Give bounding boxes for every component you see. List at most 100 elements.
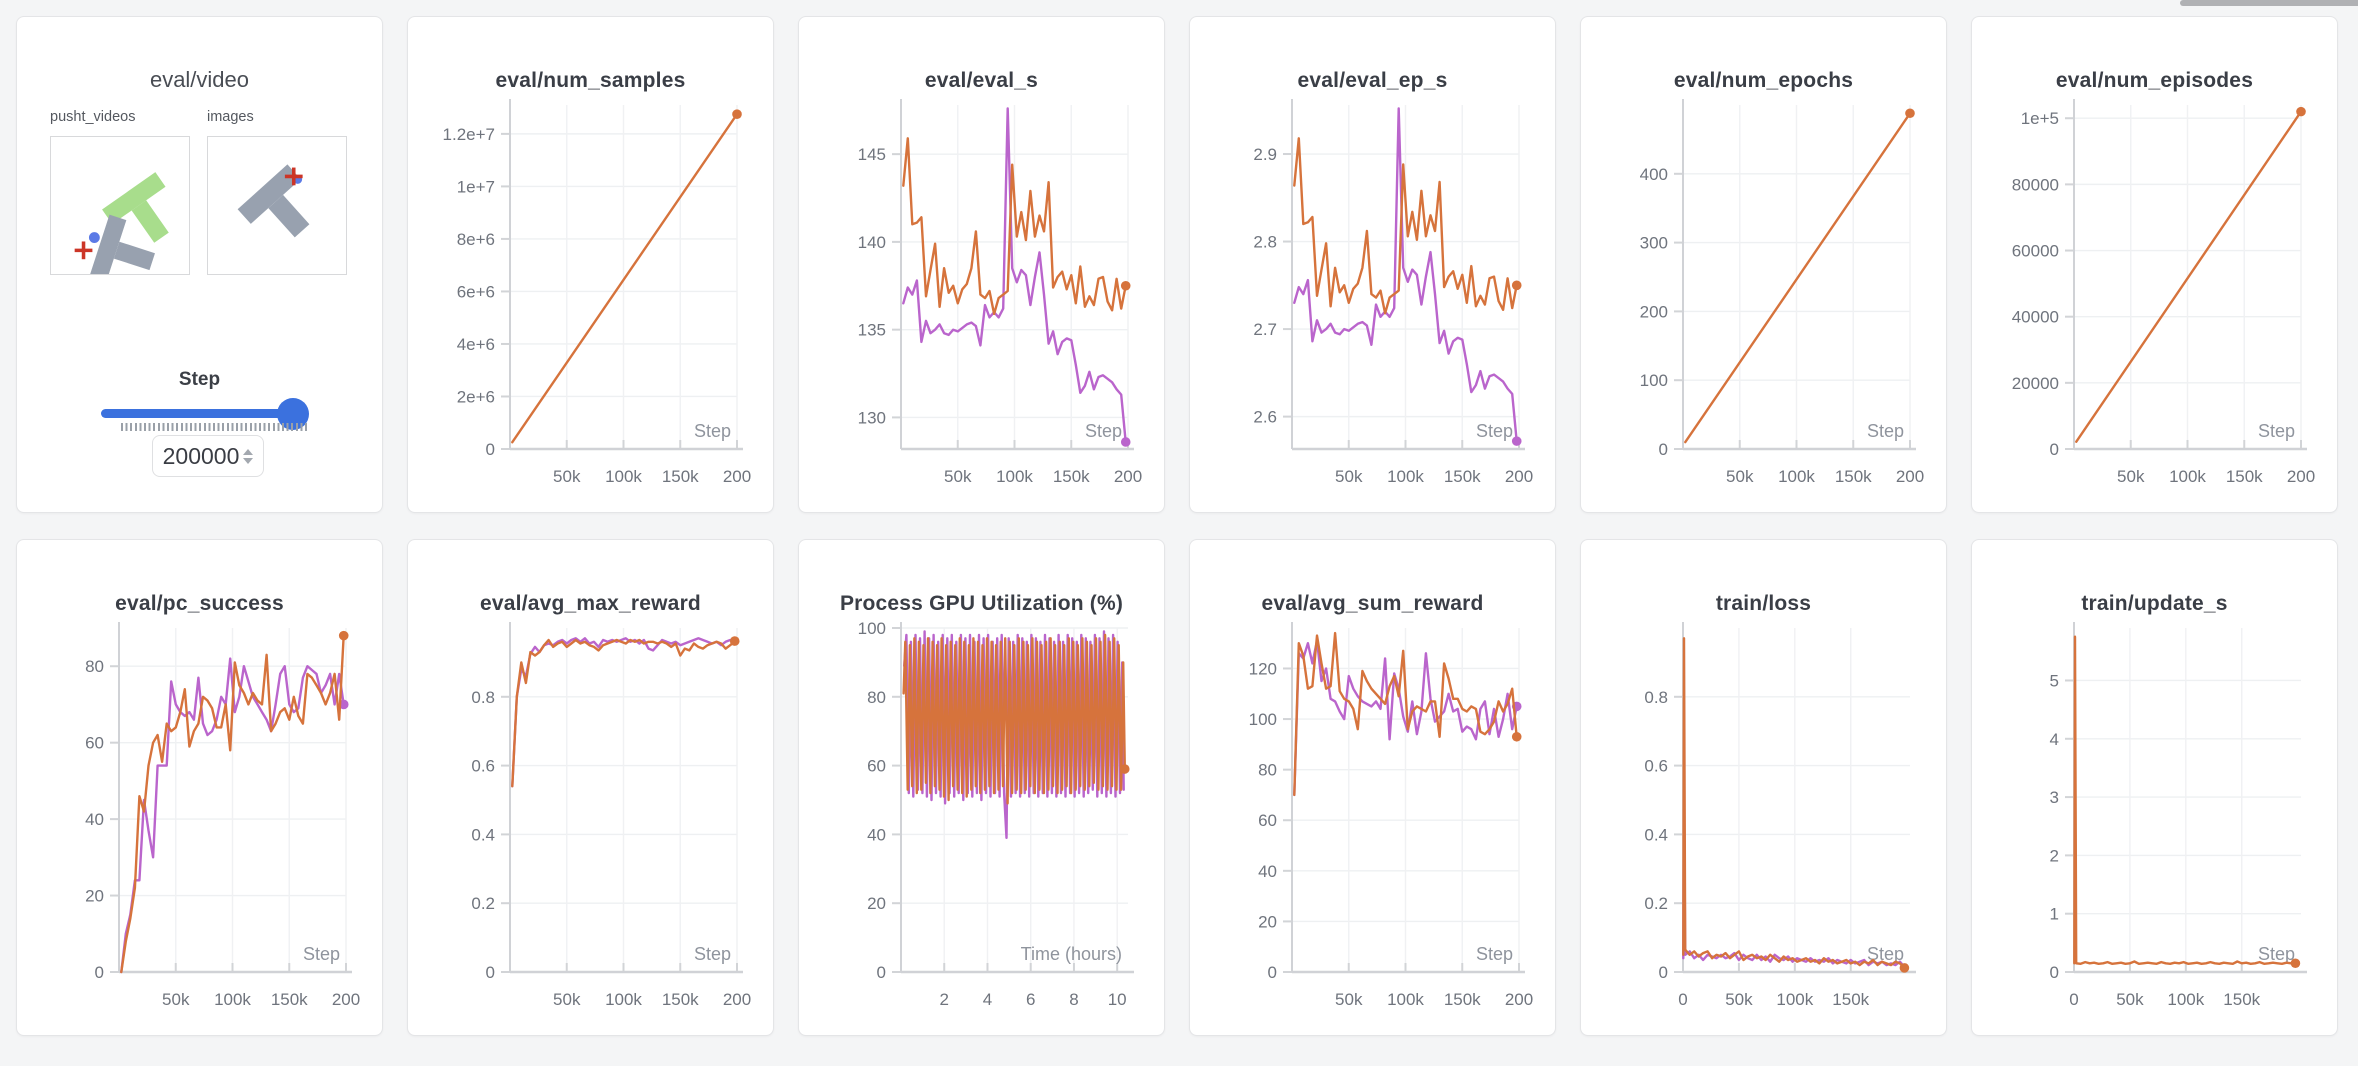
svg-text:8e+6: 8e+6 — [457, 230, 495, 249]
svg-text:4e+6: 4e+6 — [457, 335, 495, 354]
svg-text:4: 4 — [2050, 730, 2059, 749]
chart-plot[interactable]: 0 20 40 60 80 100 120 50k 100k 150k 200 Step — [1190, 540, 1557, 1035]
svg-text:100k: 100k — [2169, 467, 2206, 486]
chart-panel-eval-num-samples: eval/num_samples 0 2e+6 4e+6 6e+6 8e+6 1e+7 1.… — [407, 16, 774, 513]
chart-plot[interactable]: 0 0.2 0.4 0.6 0.8 0 50k 100k 150k Step — [1581, 540, 1948, 1035]
svg-text:50k: 50k — [1725, 990, 1753, 1009]
panel-title: eval/video — [149, 67, 250, 92]
x-axis-label: Step — [303, 944, 340, 964]
svg-text:50k: 50k — [944, 467, 972, 486]
x-axis-label: Step — [1867, 944, 1904, 964]
chart-plot[interactable]: 2.6 2.7 2.8 2.9 50k 100k 150k 200 Step — [1190, 17, 1557, 512]
svg-text:20: 20 — [1258, 912, 1277, 931]
svg-text:50k: 50k — [1335, 467, 1363, 486]
chart-plot[interactable]: 0 2e+6 4e+6 6e+6 8e+6 1e+7 1.2e+7 50k 100k 150k 20… — [408, 17, 775, 512]
svg-text:0.2: 0.2 — [471, 894, 495, 913]
svg-text:20: 20 — [867, 894, 886, 913]
stepper-arrows-icon[interactable] — [243, 448, 254, 464]
media-label-pusht-videos: pusht_videos — [50, 109, 136, 125]
svg-text:4: 4 — [983, 990, 992, 1009]
chart-title: train/loss — [1715, 592, 1812, 615]
x-axis-label: Step — [1085, 421, 1122, 441]
svg-text:150k: 150k — [271, 990, 308, 1009]
svg-text:80: 80 — [1258, 761, 1277, 780]
chart-panel-train-update-s: train/update_s 0 1 2 3 4 5 0 50k 100k 150k Step — [1971, 539, 2338, 1036]
image-thumbnail-pusht[interactable] — [207, 136, 347, 275]
chart-panel-eval-avg-max-reward: eval/avg_max_reward 0 0.2 0.4 0.6 0.8 50k 100k… — [407, 539, 774, 1036]
svg-text:2.9: 2.9 — [1253, 145, 1277, 164]
chart-plot[interactable]: 0 100 200 300 400 50k 100k 150k 200 Step — [1581, 17, 1948, 512]
svg-text:145: 145 — [858, 145, 886, 164]
chart-plot[interactable]: 0 1 2 3 4 5 0 50k 100k 150k Step — [1972, 540, 2339, 1035]
x-axis-label: Step — [1476, 421, 1513, 441]
svg-text:100k: 100k — [605, 990, 642, 1009]
svg-text:0: 0 — [2050, 963, 2059, 982]
step-value: 200000 — [162, 442, 240, 469]
svg-text:0: 0 — [2050, 440, 2059, 459]
svg-text:200: 200 — [332, 990, 360, 1009]
step-slider-ruler — [121, 423, 309, 431]
svg-text:300: 300 — [1640, 234, 1668, 253]
svg-text:0.6: 0.6 — [1644, 757, 1668, 776]
pusht-scene-image-icon — [237, 164, 310, 238]
panel-grid: eval/video pusht_videos images — [16, 16, 2338, 1036]
chart-plot[interactable]: 130 135 140 145 50k 100k 150k 200 Step — [799, 17, 1166, 512]
svg-text:100k: 100k — [1387, 467, 1424, 486]
chart-plot[interactable]: 0 20 40 60 80 50k 100k 150k 200 Step — [17, 540, 384, 1035]
svg-text:0: 0 — [2069, 990, 2078, 1009]
chart-title: eval/num_epochs — [1673, 69, 1854, 92]
svg-text:1: 1 — [2050, 905, 2059, 924]
svg-text:100k: 100k — [2167, 990, 2204, 1009]
svg-text:150k: 150k — [1835, 467, 1872, 486]
chart-plot[interactable]: 0 20000 40000 60000 80000 1e+5 50k 100k 150k 200 S… — [1972, 17, 2339, 512]
svg-text:8: 8 — [1069, 990, 1078, 1009]
svg-text:150k: 150k — [2223, 990, 2260, 1009]
svg-text:0.8: 0.8 — [1644, 688, 1668, 707]
svg-text:200: 200 — [1505, 990, 1533, 1009]
svg-text:0: 0 — [95, 963, 104, 982]
svg-text:100: 100 — [1640, 371, 1668, 390]
svg-text:60: 60 — [867, 757, 886, 776]
chart-plot[interactable]: 0 0.2 0.4 0.6 0.8 50k 100k 150k 200 Step — [408, 540, 775, 1035]
step-slider-label: Step — [178, 369, 221, 390]
chart-title: train/update_s — [2081, 592, 2228, 615]
svg-text:2: 2 — [940, 990, 949, 1009]
svg-text:80: 80 — [867, 688, 886, 707]
chart-panel-eval-avg-sum-reward: eval/avg_sum_reward 0 20 40 60 80 100 120 50k 10… — [1189, 539, 1556, 1036]
chart-title: eval/eval_s — [924, 69, 1039, 92]
svg-text:1e+7: 1e+7 — [457, 177, 495, 196]
chart-plot[interactable]: 0 20 40 60 80 100 2 4 6 8 10 Time (hours) — [799, 540, 1166, 1035]
svg-text:6: 6 — [1026, 990, 1035, 1009]
x-axis-label: Step — [1867, 421, 1904, 441]
svg-text:0.6: 0.6 — [471, 757, 495, 776]
video-thumbnail-pusht[interactable] — [50, 136, 190, 281]
svg-text:200: 200 — [2287, 467, 2315, 486]
chart-title: eval/eval_ep_s — [1297, 69, 1448, 92]
svg-text:120: 120 — [1249, 659, 1277, 678]
svg-text:400: 400 — [1640, 165, 1668, 184]
svg-text:80: 80 — [85, 657, 104, 676]
svg-text:0.4: 0.4 — [471, 825, 495, 844]
step-slider[interactable] — [101, 397, 309, 430]
svg-text:150k: 150k — [2226, 467, 2263, 486]
svg-text:10: 10 — [1108, 990, 1127, 1009]
svg-text:50k: 50k — [2116, 990, 2144, 1009]
x-axis-label: Step — [694, 944, 731, 964]
svg-text:100k: 100k — [214, 990, 251, 1009]
svg-text:50k: 50k — [553, 467, 581, 486]
chart-title: eval/pc_success — [115, 592, 284, 615]
svg-text:60: 60 — [1258, 811, 1277, 830]
svg-text:3: 3 — [2050, 788, 2059, 807]
x-axis-label: Step — [2258, 421, 2295, 441]
step-value-input[interactable]: 200000 — [152, 435, 264, 477]
horizontal-scrollbar[interactable] — [2180, 0, 2358, 6]
svg-text:6e+6: 6e+6 — [457, 282, 495, 301]
svg-text:150k: 150k — [662, 990, 699, 1009]
chart-title: eval/avg_max_reward — [480, 592, 701, 615]
x-axis-label: Time (hours) — [1021, 944, 1122, 964]
svg-text:100: 100 — [858, 619, 886, 638]
svg-text:40000: 40000 — [2012, 308, 2059, 327]
svg-text:200: 200 — [723, 990, 751, 1009]
svg-text:200: 200 — [1505, 467, 1533, 486]
